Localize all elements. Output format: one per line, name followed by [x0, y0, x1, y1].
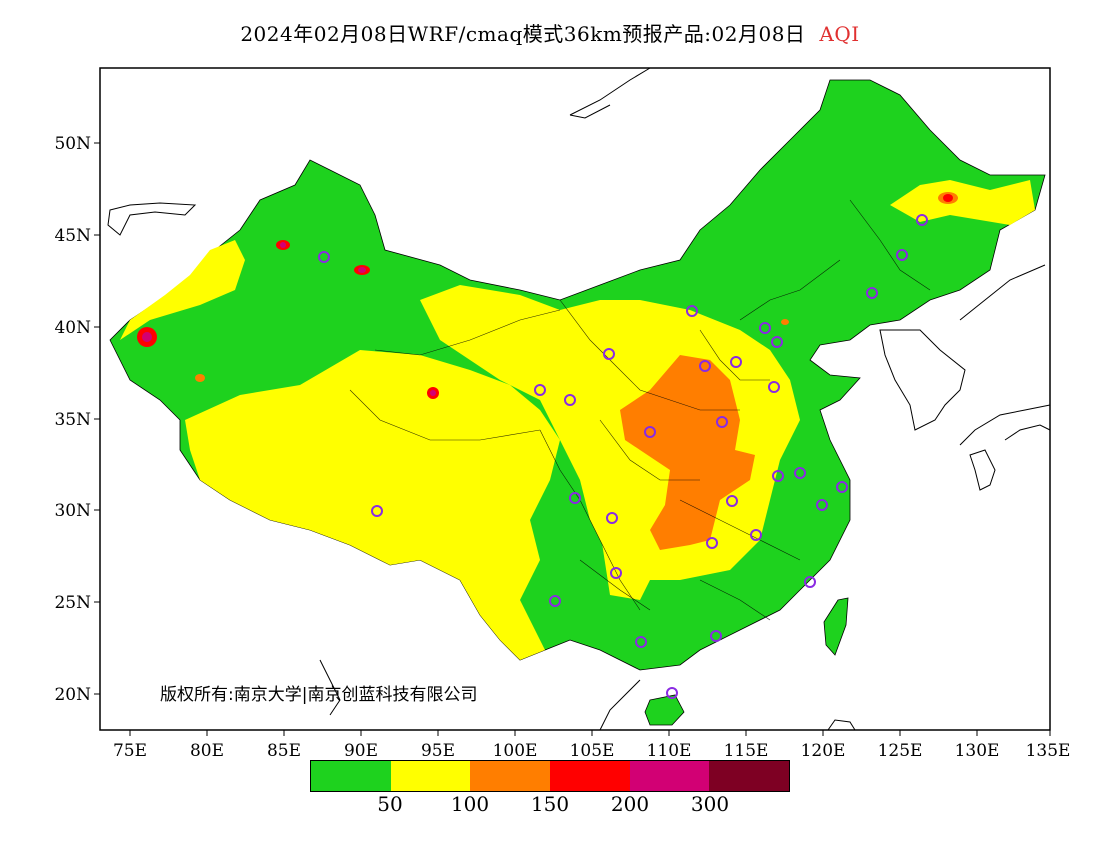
- legend-label: 200: [610, 792, 650, 816]
- lon-label: 100E: [493, 741, 538, 761]
- station-marker: [768, 381, 780, 393]
- station-marker: [603, 348, 615, 360]
- station-marker: [804, 576, 816, 588]
- legend-swatch: [390, 761, 471, 791]
- lat-label: 30N: [54, 501, 91, 521]
- station-marker: [730, 356, 742, 368]
- lat-label: 50N: [54, 134, 91, 154]
- neighbor-coastlines: [107, 67, 1051, 731]
- station-marker: [635, 636, 647, 648]
- lon-label: 135E: [1026, 741, 1071, 761]
- lon-label: 90E: [344, 741, 378, 761]
- lon-label: 125E: [878, 741, 923, 761]
- title-main: 2024年02月08日WRF/cmaq模式36km预报产品:02月08日: [240, 22, 806, 46]
- lat-label: 20N: [54, 685, 91, 705]
- station-marker: [534, 384, 546, 396]
- lon-label: 105E: [570, 741, 615, 761]
- legend-swatch: [709, 761, 790, 791]
- station-marker: [610, 567, 622, 579]
- taiwan-island: [823, 597, 849, 656]
- hainan-island: [644, 694, 685, 726]
- station-marker: [794, 467, 806, 479]
- region-moderate-tibet: [185, 350, 560, 660]
- station-marker: [716, 416, 728, 428]
- station-marker: [644, 426, 656, 438]
- color-legend: [310, 760, 790, 792]
- legend-swatch: [629, 761, 710, 791]
- legend-swatch: [550, 761, 630, 791]
- lat-label: 45N: [54, 226, 91, 246]
- station-marker: [772, 470, 784, 482]
- station-marker: [371, 505, 383, 517]
- station-marker: [549, 595, 561, 607]
- lat-label: 25N: [54, 593, 91, 613]
- legend-label: 150: [530, 792, 570, 816]
- copyright-text: 版权所有:南京大学|南京创蓝科技有限公司: [160, 685, 478, 705]
- station-marker: [750, 529, 762, 541]
- lon-label: 95E: [421, 741, 455, 761]
- station-marker: [564, 394, 576, 406]
- station-marker: [699, 360, 711, 372]
- station-marker: [666, 687, 678, 699]
- station-marker: [318, 251, 330, 263]
- station-marker: [759, 322, 771, 334]
- station-marker: [836, 481, 848, 493]
- legend-label: 100: [450, 792, 490, 816]
- station-marker: [916, 214, 928, 226]
- lat-label: 35N: [54, 410, 91, 430]
- legend-swatch: [311, 761, 391, 791]
- legend-label: 50: [377, 792, 403, 816]
- region-moderate-south: [600, 520, 660, 600]
- station-marker: [866, 287, 878, 299]
- province-borders: [349, 199, 931, 621]
- map-title: 2024年02月08日WRF/cmaq模式36km预报产品:02月08日 AQI: [0, 18, 1100, 47]
- station-marker: [569, 492, 581, 504]
- lon-ticks: [129, 730, 1051, 736]
- station-markers: [318, 214, 928, 699]
- station-marker: [896, 249, 908, 261]
- region-moderate-west: [120, 240, 245, 340]
- lon-label: 80E: [190, 741, 224, 761]
- legend-label: 300: [690, 792, 730, 816]
- lon-label: 120E: [801, 741, 846, 761]
- station-marker: [686, 305, 698, 317]
- station-marker: [710, 630, 722, 642]
- title-variable: AQI: [819, 22, 860, 46]
- lon-label: 75E: [113, 741, 147, 761]
- lon-label: 130E: [955, 741, 1000, 761]
- hotspots: [137, 192, 958, 399]
- station-marker: [606, 512, 618, 524]
- lon-label: 85E: [267, 741, 301, 761]
- station-marker: [771, 336, 783, 348]
- region-moderate-northeast: [890, 180, 1035, 225]
- lon-label: 110E: [647, 741, 692, 761]
- station-marker: [706, 537, 718, 549]
- station-marker: [726, 495, 738, 507]
- lon-label: 115E: [724, 741, 769, 761]
- lat-ticks: [94, 142, 100, 695]
- region-unhealthy-sensitive-central: [620, 355, 755, 550]
- station-marker: [816, 499, 828, 511]
- legend-swatch: [470, 761, 551, 791]
- lat-label: 40N: [54, 318, 91, 338]
